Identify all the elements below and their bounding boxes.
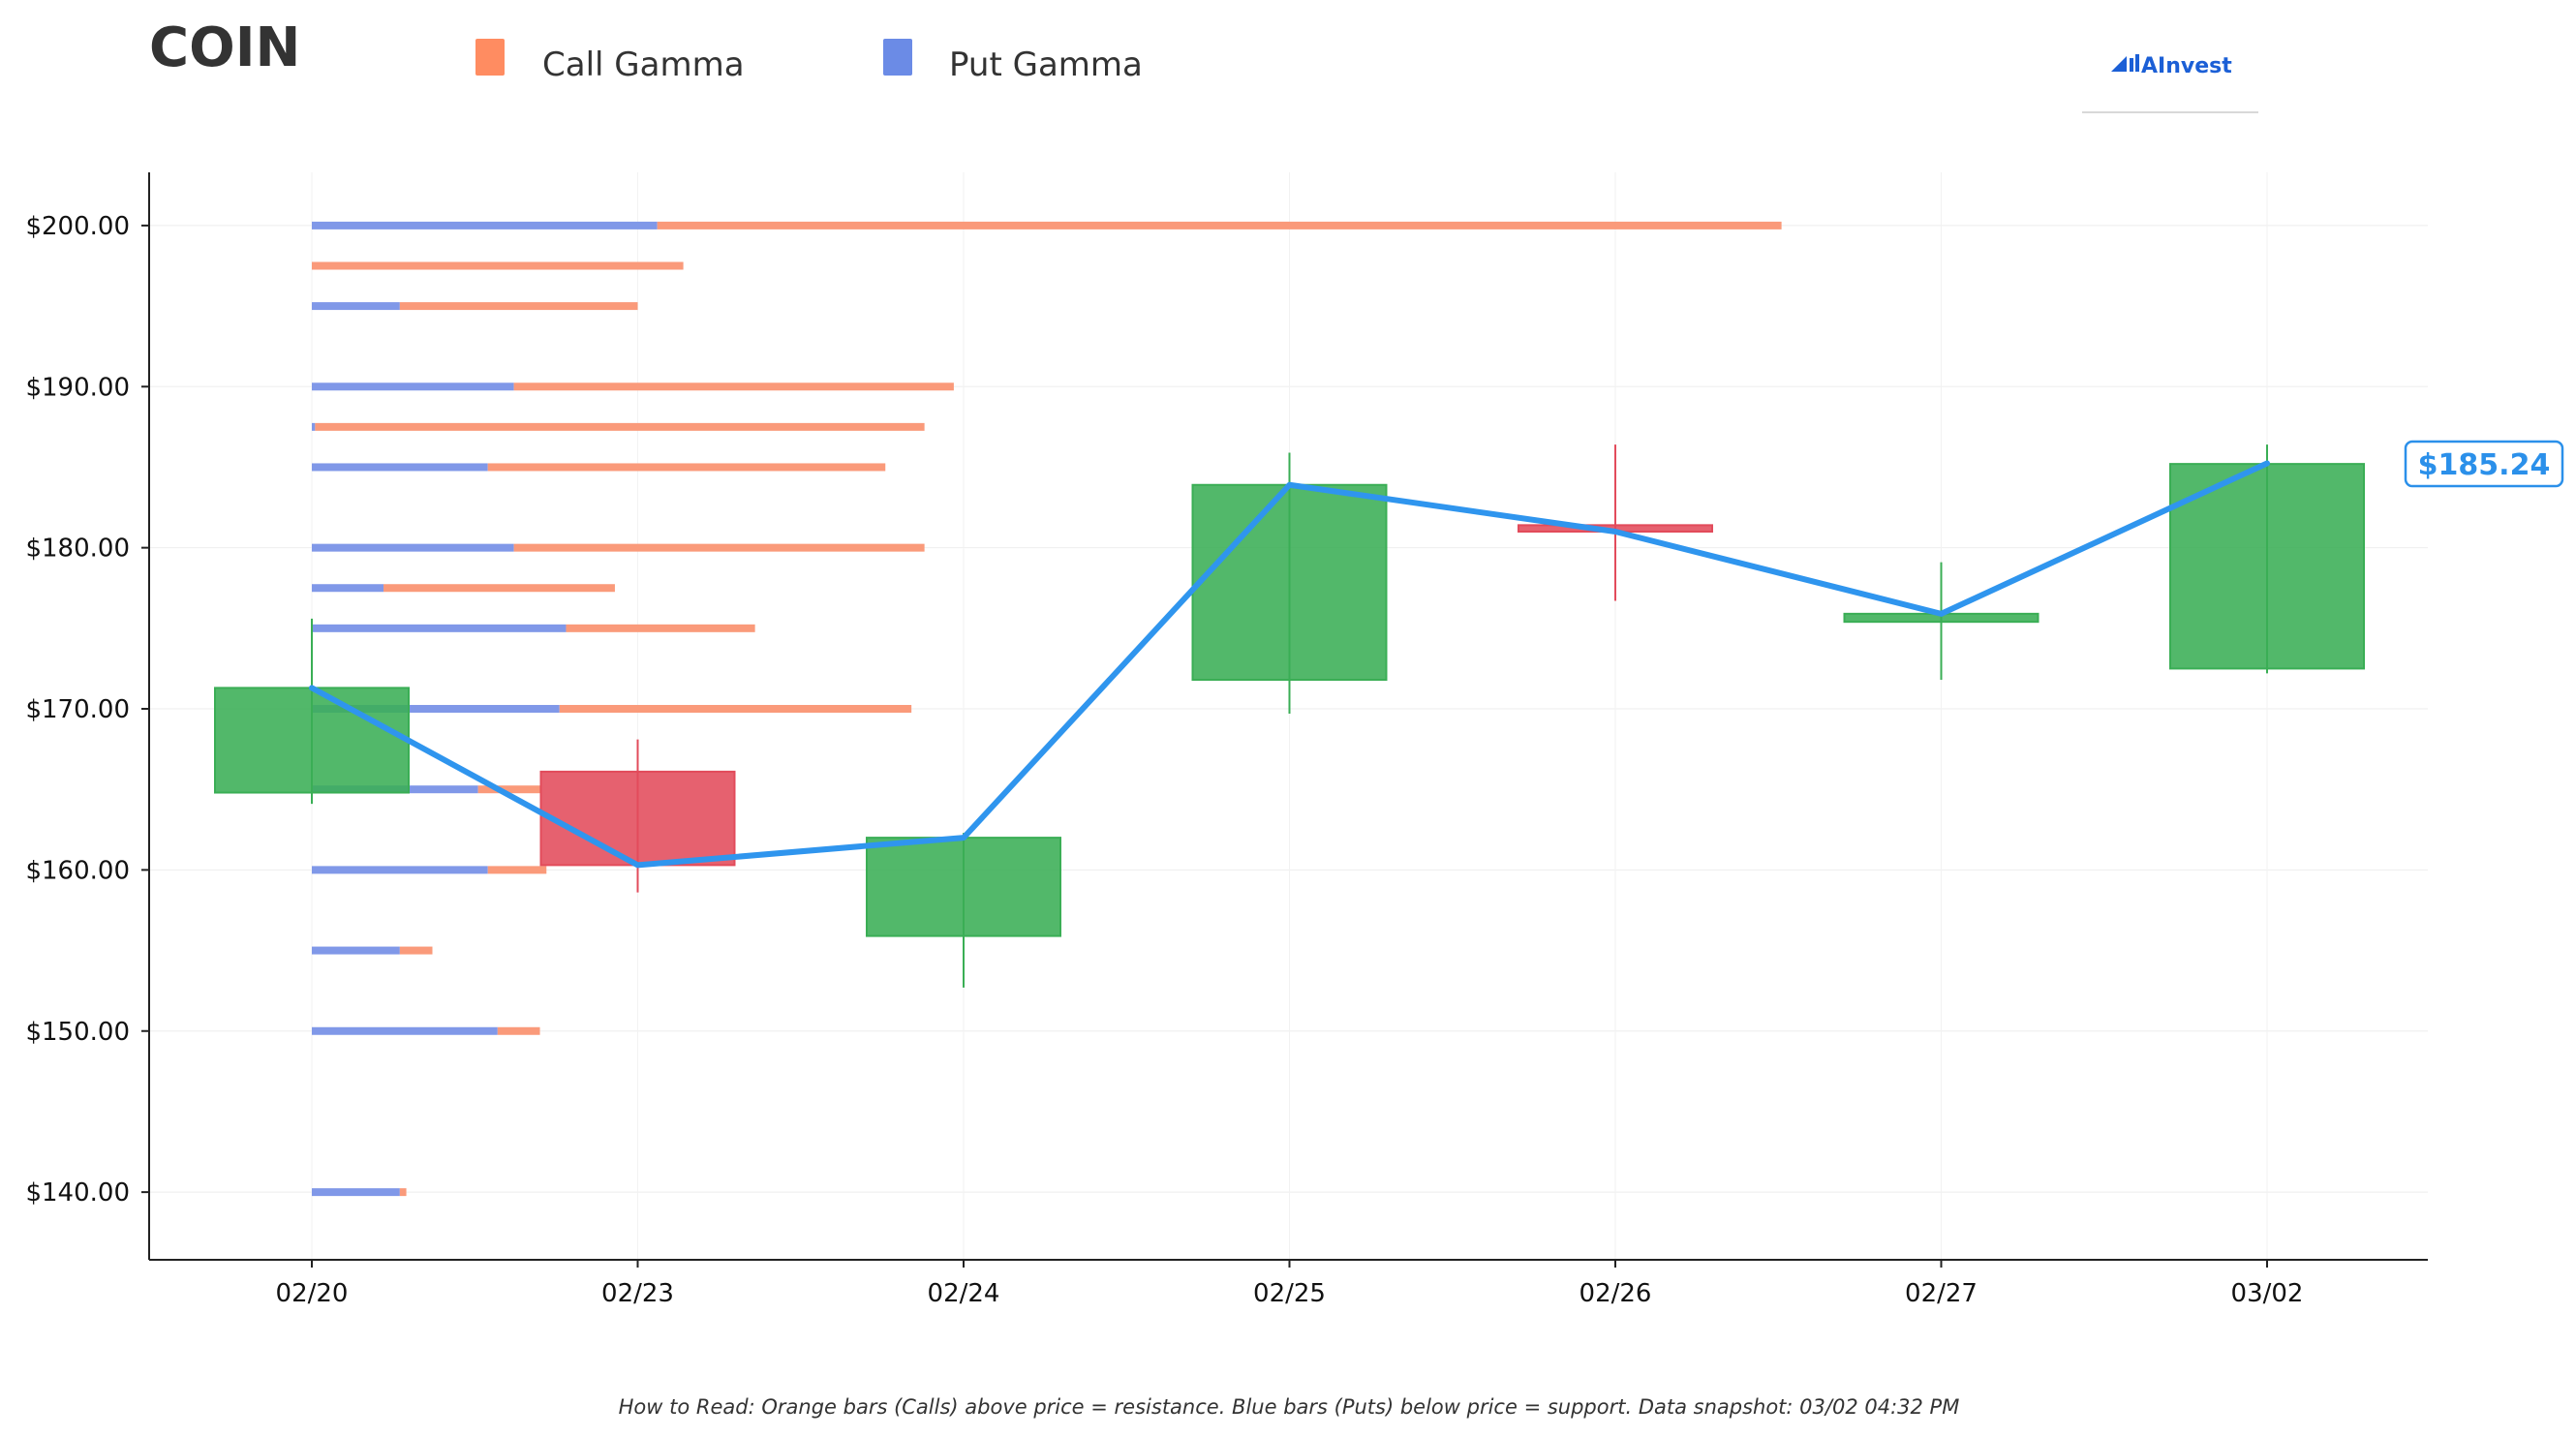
current-price-box [2404, 440, 2564, 488]
call-gamma-bar [657, 221, 1782, 229]
put-gamma-bar [312, 543, 514, 552]
y-tick-label: $150.00 [25, 1018, 130, 1047]
put-gamma-bar [312, 705, 560, 714]
chart-title: COIN [149, 16, 300, 79]
call-gamma-bar [487, 463, 886, 472]
current-price-tag: $185.24 [2404, 440, 2564, 488]
legend-label-put: Put Gamma [949, 46, 1143, 84]
call-gamma-bar [383, 584, 615, 593]
x-tick-label: 02/23 [601, 1279, 674, 1308]
call-gamma-bar [566, 624, 755, 632]
put-gamma-bar [312, 1026, 498, 1035]
grid [149, 172, 2428, 1260]
legend-swatch-call [475, 39, 505, 76]
candle-body [1191, 483, 1388, 682]
candle-body [866, 837, 1061, 937]
put-gamma-bar [312, 584, 384, 593]
y-ticks: $140.00 $150.00 $160.00 $170.00 $180.00 $190.… [25, 212, 130, 1208]
put-gamma-bar [312, 302, 400, 311]
y-tick-label: $160.00 [25, 856, 130, 885]
put-gamma-bar [312, 866, 488, 874]
x-tick-label: 02/27 [1905, 1279, 1978, 1308]
close-line [309, 460, 2270, 869]
how-to-read-note: How to Read: Orange bars (Calls) above p… [619, 1395, 1960, 1419]
close-price-line [309, 460, 2270, 869]
call-gamma-bar [312, 261, 684, 270]
candle-body [539, 770, 736, 867]
call-gamma-bar [513, 382, 954, 391]
x-tick-label: 03/02 [2231, 1279, 2304, 1308]
y-tick-label: $200.00 [25, 212, 130, 241]
y-tick-label: $180.00 [25, 535, 130, 564]
put-gamma-bar [312, 1188, 400, 1197]
candles [214, 444, 2365, 988]
x-tick-label: 02/25 [1253, 1279, 1326, 1308]
put-gamma-bar [312, 221, 658, 229]
legend-swatch-put [883, 39, 912, 76]
candle-body [214, 687, 410, 794]
legend-label-call: Call Gamma [542, 46, 745, 84]
x-tick-label: 02/24 [928, 1279, 1000, 1308]
chart-arrow-icon [2111, 54, 2139, 72]
put-gamma-bar [312, 422, 316, 431]
y-tick-label: $190.00 [25, 373, 130, 402]
put-gamma-bar [312, 624, 567, 632]
y-tick-label: $140.00 [25, 1178, 130, 1208]
x-ticks: 02/20 02/23 02/24 02/25 02/26 02/27 03/02 [276, 1279, 2304, 1308]
brand-logo: AInvest [2082, 54, 2258, 113]
call-gamma-bar [315, 422, 925, 431]
current-price-label: $185.24 [2418, 448, 2551, 482]
brand-name: AInvest [2141, 54, 2232, 78]
call-gamma-bar [399, 302, 638, 311]
call-gamma-bar [487, 866, 547, 874]
call-gamma-bar [399, 1188, 407, 1197]
call-gamma-bar [399, 946, 433, 955]
call-gamma-bar [497, 1026, 540, 1035]
call-gamma-bar [559, 705, 912, 714]
y-tick-label: $170.00 [25, 695, 130, 724]
put-gamma-bar [312, 946, 400, 955]
put-gamma-bar [312, 463, 488, 472]
call-gamma-bar [477, 785, 540, 794]
axes [141, 172, 2428, 1268]
x-tick-label: 02/20 [276, 1279, 349, 1308]
call-gamma-bar [513, 543, 925, 552]
x-tick-label: 02/26 [1579, 1279, 1652, 1308]
put-gamma-bar [312, 382, 514, 391]
